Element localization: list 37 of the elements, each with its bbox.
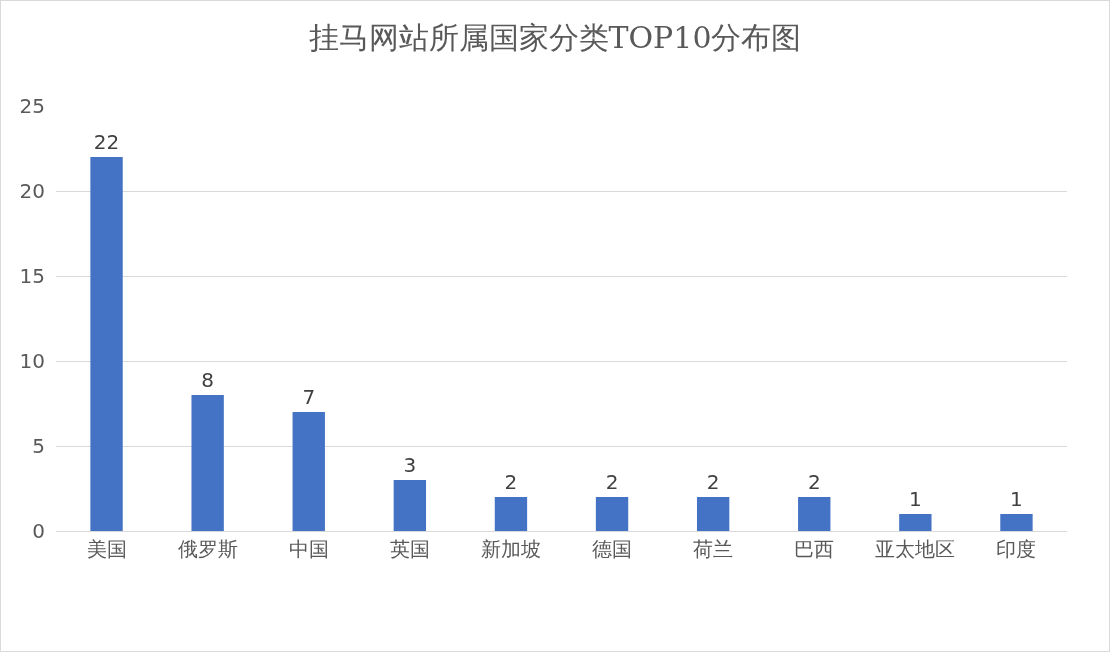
data-label: 2 — [605, 470, 619, 494]
bar — [696, 497, 730, 531]
x-tick-label: 俄罗斯 — [177, 537, 238, 561]
x-tick-label: 印度 — [996, 537, 1037, 561]
chart-title: 挂马网站所属国家分类TOP10分布图 — [308, 20, 802, 55]
bar — [191, 395, 224, 531]
y-tick-label: 5 — [32, 434, 45, 458]
bar — [292, 412, 325, 531]
data-label: 7 — [302, 385, 316, 409]
y-tick-label: 25 — [19, 94, 45, 118]
x-tick-label: 英国 — [389, 537, 430, 561]
bar — [899, 514, 932, 531]
data-label: 2 — [504, 470, 518, 494]
x-tick-label: 美国 — [86, 537, 127, 561]
data-label: 2 — [807, 470, 821, 494]
x-tick-label: 新加坡 — [480, 537, 541, 561]
x-tick-label: 巴西 — [794, 537, 835, 561]
bar — [595, 497, 629, 531]
data-label: 2 — [706, 470, 720, 494]
x-tick-label: 亚太地区 — [875, 537, 956, 561]
x-tick-label: 荷兰 — [693, 537, 734, 561]
data-label: 3 — [403, 453, 417, 477]
data-label: 1 — [908, 487, 922, 511]
bar — [90, 157, 123, 531]
x-tick-label: 中国 — [288, 537, 329, 561]
data-label: 1 — [1010, 487, 1023, 511]
bar — [494, 497, 528, 531]
y-tick-label: 10 — [19, 349, 45, 373]
data-label: 8 — [201, 368, 215, 392]
data-label: 22 — [93, 130, 120, 154]
y-tick-label: 20 — [19, 179, 45, 203]
bar — [1000, 514, 1033, 531]
bar — [393, 480, 427, 531]
bar — [798, 497, 831, 531]
x-tick-label: 德国 — [592, 537, 633, 561]
y-tick-label: 0 — [32, 519, 45, 543]
y-tick-label: 15 — [19, 264, 45, 288]
